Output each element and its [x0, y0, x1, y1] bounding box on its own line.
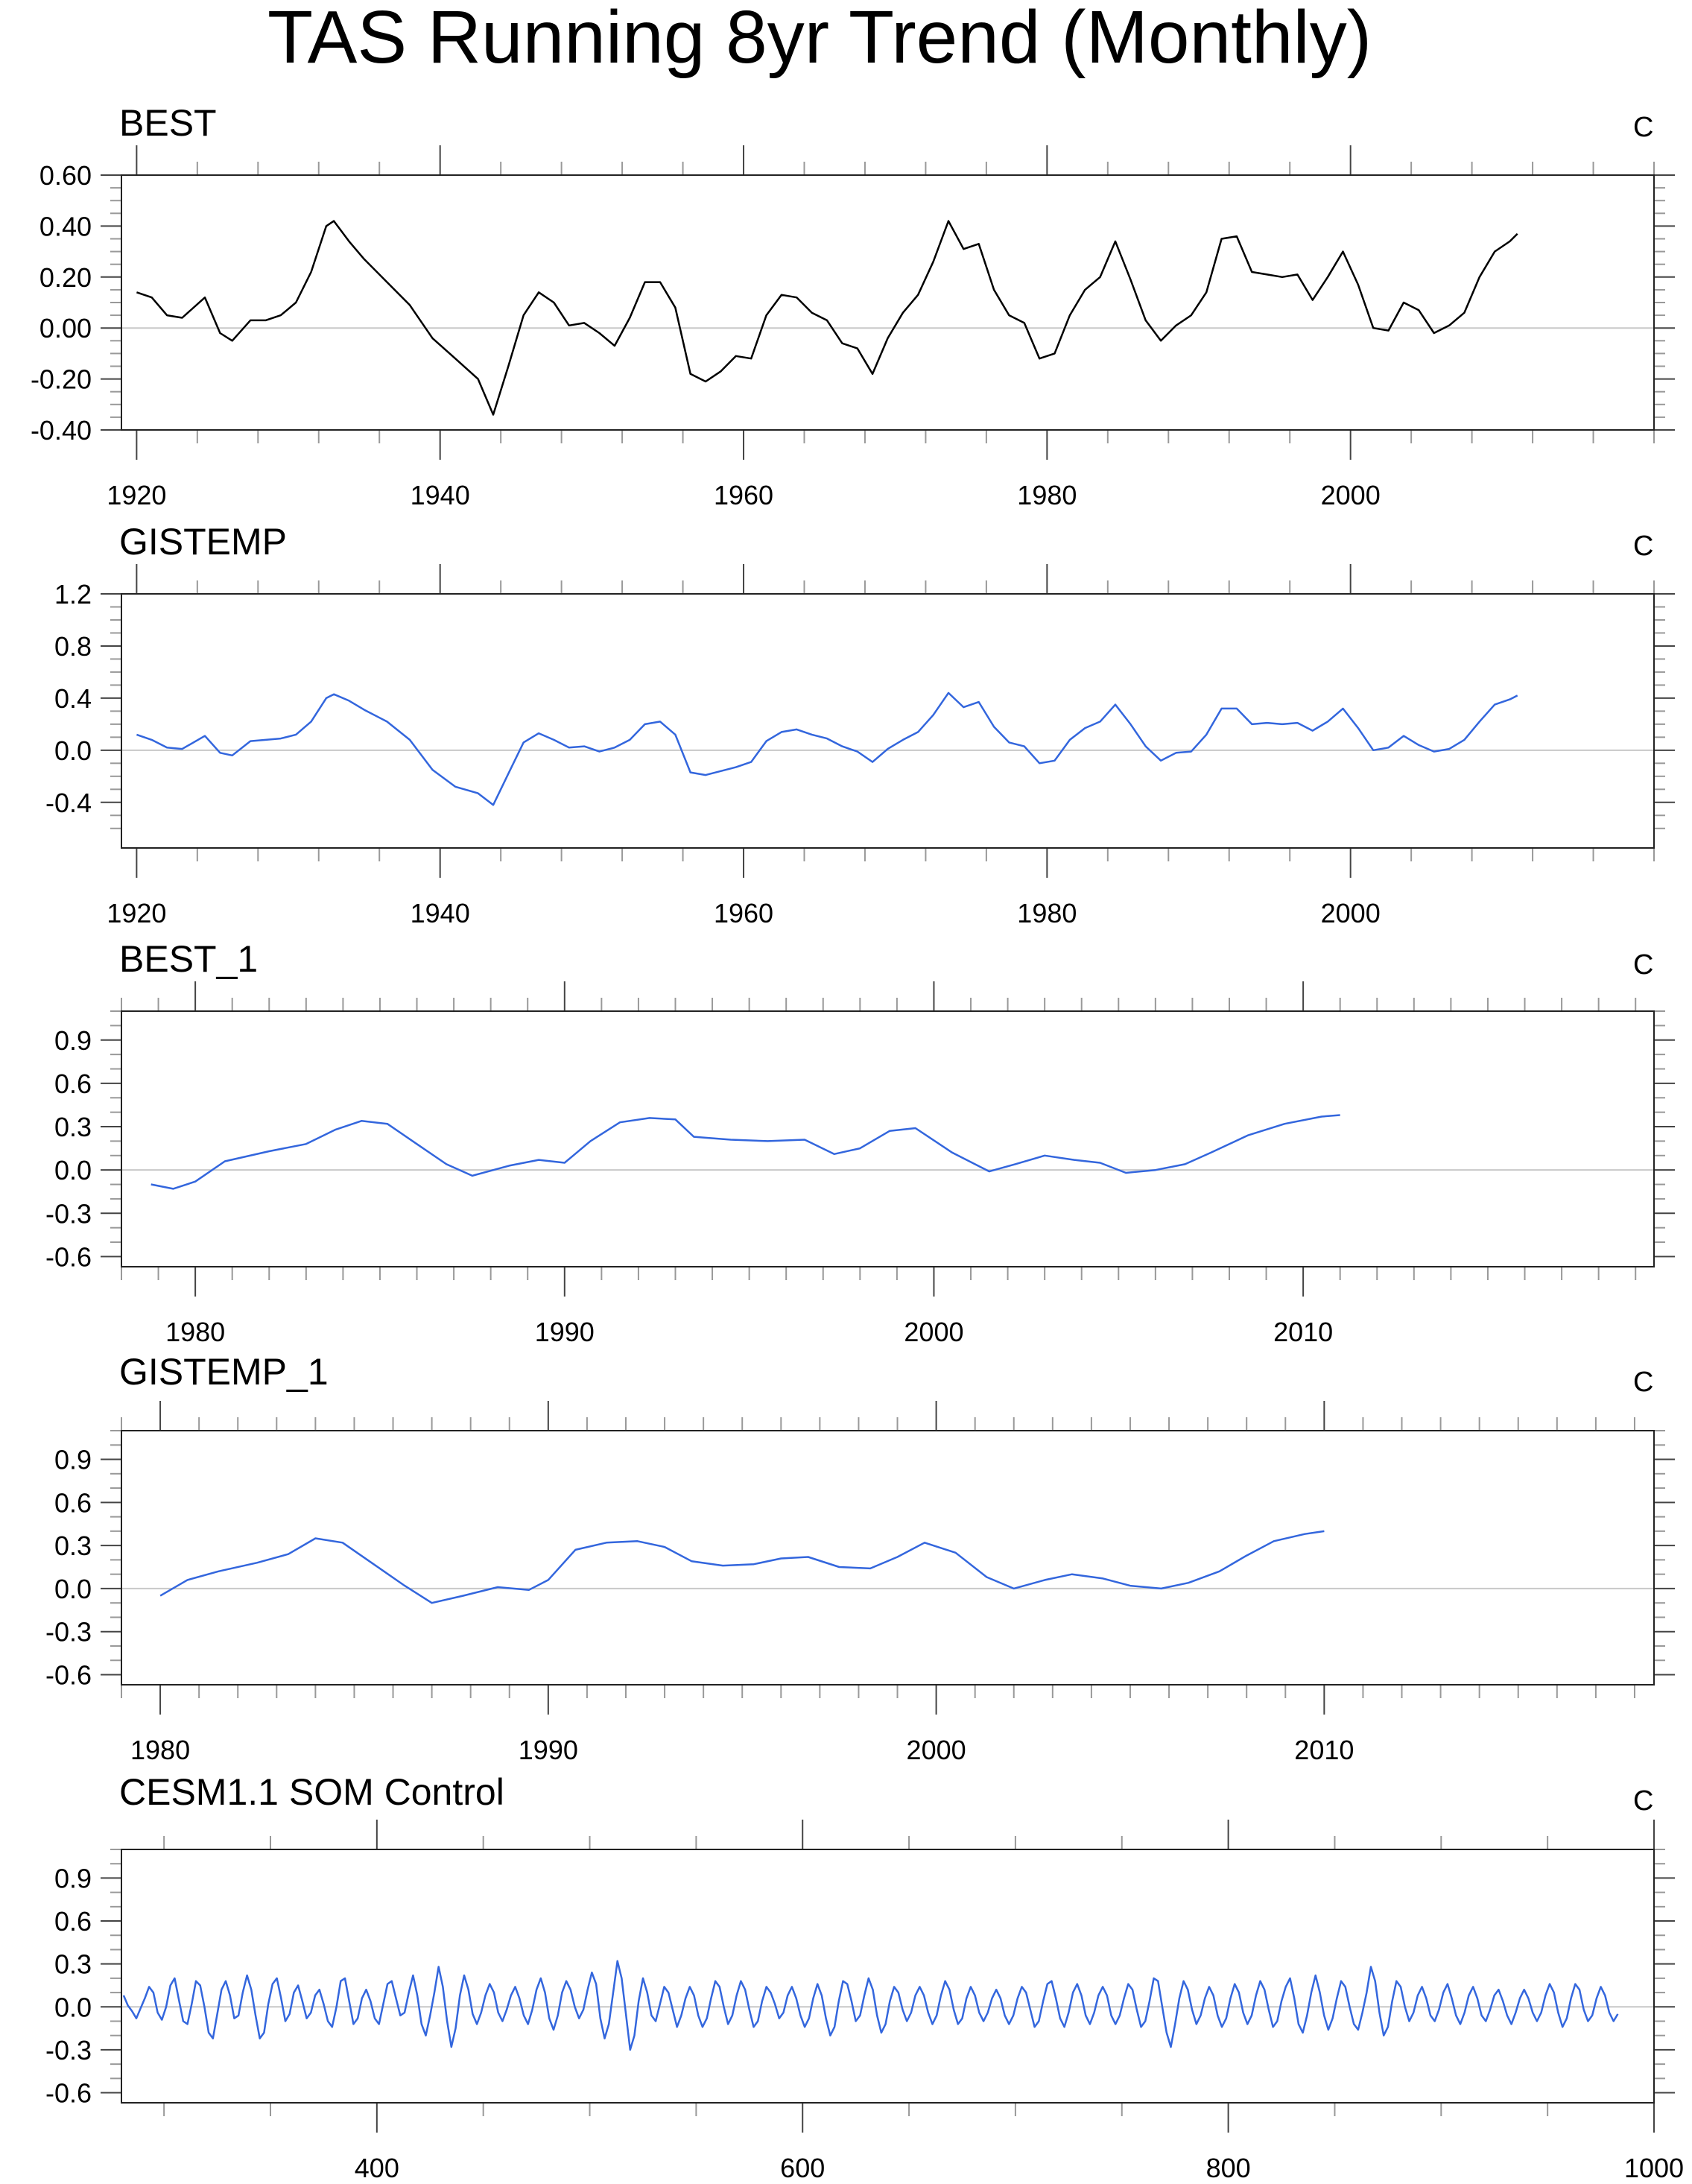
chart-best: -0.40 -0.20 0.00 0.20 0.40 0.60 1920 1940 1960 19…: [31, 145, 1675, 510]
x-tick-label: 1990: [519, 1735, 578, 1765]
x-tick-label: 1980: [130, 1735, 190, 1765]
x-tick-label: 1980: [1017, 480, 1077, 510]
panel-title-best: BEST: [119, 102, 217, 144]
plot-frame: [121, 1010, 1655, 1267]
y-tick-label: 1.2: [54, 579, 92, 610]
x-tick-label: 1980: [165, 1317, 225, 1347]
series-line-best: [136, 220, 1518, 416]
y-tick-label: -0.3: [45, 1617, 92, 1648]
panel-title-gistemp: GISTEMP: [119, 521, 288, 563]
x-tick-label: 1960: [714, 898, 773, 928]
series-line-gistemp: [136, 691, 1518, 806]
x-tick-label: 2000: [1321, 480, 1381, 510]
y-tick-label: 0.0: [54, 1992, 92, 2022]
y-tick-label: 0.20: [39, 262, 92, 293]
x-tick-label: 800: [1206, 2153, 1251, 2183]
panel-title-gistemp-1: GISTEMP_1: [119, 1351, 329, 1393]
y-tick-label: 0.0: [54, 1155, 92, 1186]
x-tick-label: 1940: [411, 898, 470, 928]
page-title: TAS Running 8yr Trend (Monthly): [267, 0, 1372, 79]
y-tick-label: 0.0: [54, 1574, 92, 1604]
panel-title-cesm: CESM1.1 SOM Control: [119, 1771, 504, 1813]
y-tick-label: 0.9: [54, 1025, 92, 1056]
x-tick-label: 400: [355, 2153, 399, 2183]
y-tick-label: -0.40: [31, 415, 92, 446]
x-tick-label: 2010: [1273, 1317, 1333, 1347]
plot-frame: [121, 1430, 1655, 1686]
x-tick-label: 2000: [1321, 898, 1381, 928]
y-tick-label: 0.9: [54, 1863, 92, 1893]
x-tick-label: 600: [780, 2153, 825, 2183]
x-tick-label: 2000: [904, 1317, 963, 1347]
y-tick-label: 0.00: [39, 313, 92, 344]
chart-best-1: -0.6 -0.3 0.0 0.3 0.6 0.9 1980 1990 2000 2010: [45, 981, 1675, 1347]
units-label-gistemp: C: [1633, 531, 1654, 562]
x-tick-label: 1000: [1624, 2153, 1684, 2183]
chart-cesm: -0.6 -0.3 0.0 0.3 0.6 0.9 400 600 800 1000: [45, 1820, 1684, 2183]
y-tick-label: 0.9: [54, 1445, 92, 1475]
y-tick-label: -0.4: [45, 788, 92, 818]
y-tick-label: 0.3: [54, 1531, 92, 1561]
series-line-best-1: [150, 1114, 1340, 1190]
x-tick-label: 1940: [411, 480, 470, 510]
y-tick-label: 0.60: [39, 160, 92, 191]
x-tick-label: 1920: [107, 480, 166, 510]
x-tick-label: 2010: [1294, 1735, 1354, 1765]
chart-gistemp-1: -0.6 -0.3 0.0 0.3 0.6 0.9 1980 1990 2000 2010: [45, 1401, 1675, 1765]
y-tick-label: -0.3: [45, 1198, 92, 1229]
units-label-gistemp-1: C: [1633, 1367, 1654, 1398]
y-tick-label: 0.3: [54, 1112, 92, 1142]
y-tick-label: -0.20: [31, 364, 92, 395]
y-tick-label: 0.6: [54, 1487, 92, 1518]
y-tick-label: 0.8: [54, 631, 92, 662]
x-tick-label: 1960: [714, 480, 773, 510]
y-tick-label: -0.6: [45, 1241, 92, 1272]
x-tick-label: 2000: [907, 1735, 966, 1765]
y-tick-label: -0.6: [45, 1660, 92, 1691]
y-tick-label: 0.40: [39, 211, 92, 241]
y-tick-label: 0.6: [54, 1069, 92, 1099]
y-tick-label: 0.6: [54, 1906, 92, 1937]
y-tick-label: -0.6: [45, 2078, 92, 2109]
x-tick-label: 1980: [1017, 898, 1077, 928]
units-label-best-1: C: [1633, 949, 1654, 981]
y-tick-label: 0.3: [54, 1949, 92, 1980]
units-label-cesm: C: [1633, 1785, 1654, 1817]
plot-frame: [121, 1849, 1655, 2104]
x-tick-label: 1920: [107, 898, 166, 928]
y-tick-label: 0.0: [54, 735, 92, 766]
plot-frame: [121, 174, 1655, 431]
y-tick-label: 0.4: [54, 683, 92, 714]
series-line-gistemp-1: [159, 1530, 1325, 1604]
units-label-best: C: [1633, 112, 1654, 143]
y-tick-label: -0.3: [45, 2035, 92, 2066]
plot-frame: [121, 593, 1655, 849]
x-tick-label: 1990: [535, 1317, 595, 1347]
chart-gistemp: -0.4 0.0 0.4 0.8 1.2 1920 1940 1960 1980 2000: [45, 564, 1675, 928]
series-line-cesm: [122, 1960, 1619, 2051]
panel-title-best-1: BEST_1: [119, 938, 259, 980]
